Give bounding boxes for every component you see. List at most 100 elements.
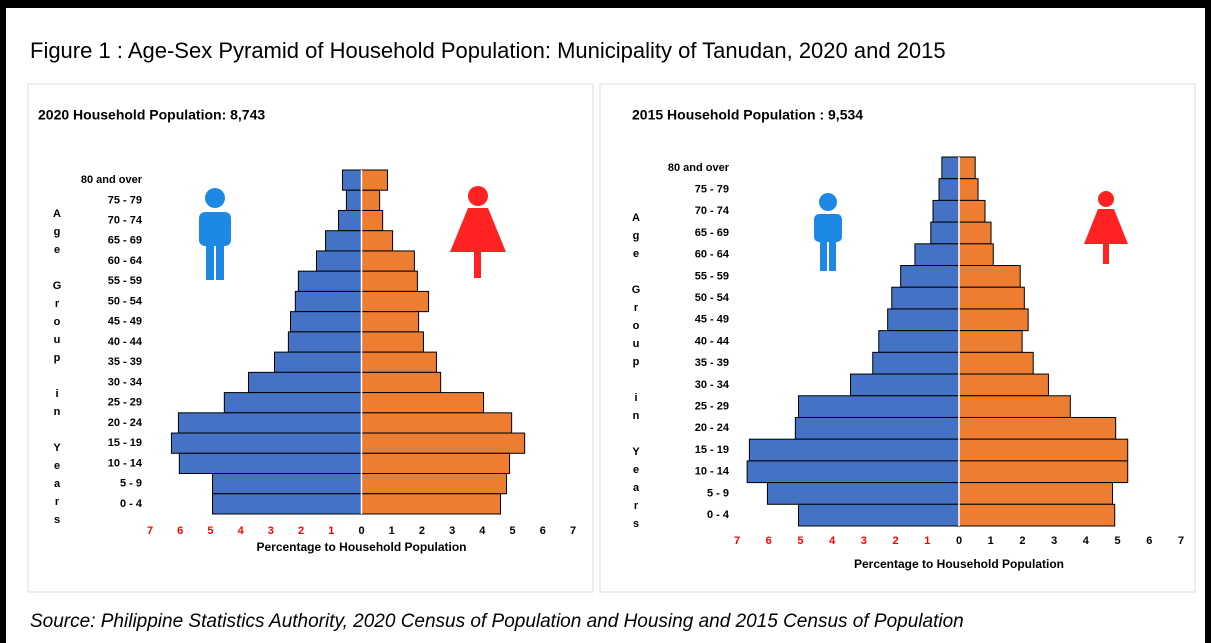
bar	[361, 351, 437, 373]
bar	[338, 209, 362, 232]
x-tick-label: 0	[358, 525, 364, 537]
x-tick-label: 6	[540, 525, 546, 537]
x-tick-label: 5	[1115, 535, 1121, 547]
bar	[361, 331, 424, 353]
category-label: 25 - 29	[695, 401, 729, 413]
bar	[361, 250, 415, 272]
bar	[850, 373, 960, 397]
bar	[315, 250, 362, 272]
bar	[361, 371, 442, 394]
category-label: 45 - 49	[695, 314, 729, 326]
bar	[325, 230, 363, 252]
x-tick-label: 2	[419, 525, 425, 537]
x-tick-label: 2	[1019, 535, 1025, 547]
x-tick-label: 6	[1146, 535, 1152, 547]
bar	[361, 412, 513, 434]
bar	[361, 169, 388, 191]
x-tick-label: 6	[177, 525, 183, 537]
figure-title: Figure 1 : Age-Sex Pyramid of Household …	[30, 38, 946, 63]
x-tick-label: 4	[829, 535, 836, 547]
x-tick-label: 2	[298, 525, 304, 537]
bar	[361, 209, 384, 232]
bar	[361, 493, 501, 515]
bar	[746, 460, 960, 484]
bar	[958, 330, 1023, 353]
category-label: 75 - 79	[695, 183, 729, 195]
panel-title: 2015 Household Population : 9,534	[632, 107, 863, 123]
male-icon	[199, 188, 231, 280]
bar	[914, 243, 960, 267]
x-tick-label: 3	[1051, 535, 1057, 547]
bar	[273, 351, 362, 373]
category-label: 20 - 24	[108, 417, 143, 429]
category-label: 80 and over	[81, 174, 143, 186]
bar	[294, 290, 363, 313]
category-label: 75 - 79	[108, 194, 142, 206]
bar	[341, 169, 362, 191]
y-axis-label: Age Group in Years	[630, 212, 642, 536]
category-label: 15 - 19	[108, 437, 142, 449]
category-label: 30 - 34	[108, 376, 143, 388]
category-label: 5 - 9	[707, 487, 729, 499]
category-label: 0 - 4	[707, 509, 730, 521]
bar	[958, 503, 1116, 527]
female-icon	[450, 186, 506, 278]
bar	[361, 392, 485, 414]
x-tick-label: 7	[147, 525, 153, 537]
bar	[932, 199, 960, 223]
bar	[958, 221, 992, 245]
y-axis-label: Age Group in Years	[51, 208, 63, 532]
bar	[170, 432, 362, 454]
bar	[958, 178, 979, 201]
bar	[289, 311, 362, 333]
bar	[212, 493, 362, 515]
category-label: 5 - 9	[120, 478, 142, 490]
category-label: 60 - 64	[695, 249, 730, 261]
bar	[958, 460, 1129, 484]
bar	[900, 265, 960, 288]
bar	[798, 395, 960, 418]
bar	[798, 503, 960, 527]
bar	[361, 473, 508, 495]
bar	[177, 412, 362, 434]
x-axis-label: Percentage to Household Population	[854, 557, 1064, 571]
category-label: 70 - 74	[695, 205, 730, 217]
category-label: 0 - 4	[120, 498, 143, 510]
category-label: 50 - 54	[108, 295, 143, 307]
bar	[361, 230, 394, 252]
category-label: 65 - 69	[695, 227, 729, 239]
bar	[361, 270, 418, 292]
x-tick-label: 3	[268, 525, 274, 537]
category-label: 25 - 29	[108, 397, 142, 409]
bar	[212, 473, 362, 495]
category-label: 60 - 64	[108, 255, 143, 267]
category-label: 70 - 74	[108, 214, 143, 226]
category-label: 45 - 49	[108, 316, 142, 328]
bar	[891, 286, 960, 310]
x-tick-label: 1	[328, 525, 334, 537]
category-label: 30 - 34	[695, 379, 730, 391]
bar	[941, 156, 960, 180]
bar	[287, 331, 363, 353]
bar	[178, 452, 362, 475]
bar	[958, 308, 1029, 332]
x-tick-label: 0	[956, 535, 962, 547]
category-label: 65 - 69	[108, 235, 142, 247]
x-tick-label: 2	[893, 535, 899, 547]
bar	[878, 330, 960, 353]
x-tick-label: 5	[797, 535, 803, 547]
x-tick-label: 5	[207, 525, 213, 537]
x-tick-label: 7	[1178, 535, 1184, 547]
category-label: 10 - 14	[695, 466, 730, 478]
bar	[958, 199, 986, 223]
category-label: 40 - 44	[108, 336, 143, 348]
bar	[345, 189, 362, 211]
bar	[361, 189, 381, 211]
x-tick-label: 6	[766, 535, 772, 547]
bar	[958, 156, 976, 180]
x-tick-label: 7	[570, 525, 576, 537]
x-tick-label: 3	[861, 535, 867, 547]
bar	[958, 265, 1021, 288]
bar	[872, 351, 960, 375]
